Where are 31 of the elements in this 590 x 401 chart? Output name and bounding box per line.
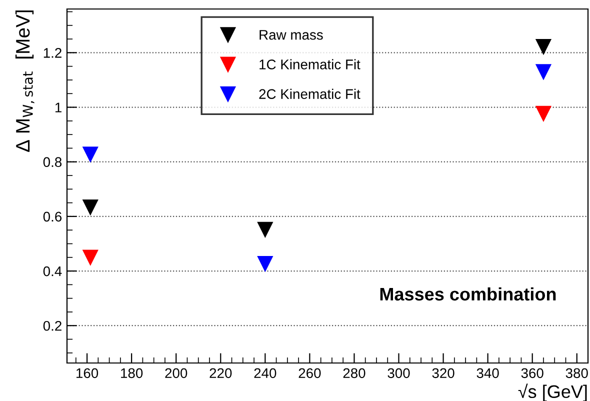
x-tick-label: 300	[388, 368, 410, 378]
point	[536, 39, 552, 54]
x-tick-label: 180	[121, 368, 143, 378]
x-tick-label: 220	[210, 368, 232, 378]
point	[82, 200, 98, 215]
x-tick-label: 260	[298, 368, 321, 378]
x-tick-label: 160	[76, 368, 98, 378]
y-tick-label: 0.8	[43, 157, 62, 168]
point	[258, 256, 273, 272]
x-tick-label: 280	[343, 368, 366, 378]
y-tick-label: 1	[55, 102, 62, 112]
y-tick-label: 0.2	[43, 320, 62, 331]
x-tick-label: 200	[165, 368, 188, 378]
point	[82, 146, 98, 162]
point	[82, 250, 98, 266]
x-tick-label: 380	[566, 368, 588, 378]
legend-label: 1C Kinematic Fit	[260, 59, 360, 70]
legend-label: Raw mass	[260, 30, 323, 40]
y-tick-label: 1.2	[44, 48, 62, 58]
y-tick-label: 0.6	[43, 212, 62, 222]
x-tick-label: 360	[521, 368, 544, 378]
point	[536, 106, 552, 122]
y-tick-label: 0.4	[43, 266, 62, 276]
x-tick-label: 240	[254, 368, 276, 378]
annotation: Masses combination	[380, 287, 556, 301]
point	[258, 222, 273, 238]
x-tick-label: 340	[476, 368, 499, 378]
y-axis-title: Δ M$_{W,stat}$ [MeV]	[15, 10, 34, 152]
legend-label: 2C Kinematic Fit	[259, 88, 360, 99]
x-tick-label: 320	[432, 368, 454, 378]
point	[536, 64, 552, 80]
